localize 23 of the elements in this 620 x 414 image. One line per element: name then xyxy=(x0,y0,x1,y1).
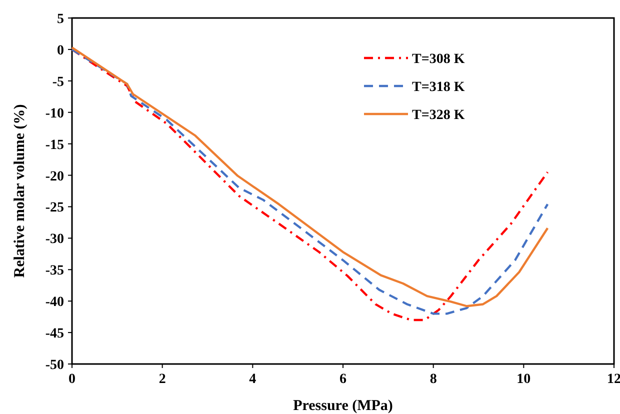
x-tick-label: 4 xyxy=(249,372,256,387)
x-axis-title: Pressure (MPa) xyxy=(293,398,393,414)
x-tick-label: 0 xyxy=(68,372,76,387)
legend-label: T=318 K xyxy=(412,80,465,95)
y-tick-label: 5 xyxy=(57,12,64,27)
x-tick-label: 10 xyxy=(516,372,531,387)
y-tick-label: -50 xyxy=(45,358,64,373)
y-tick-label: -20 xyxy=(45,169,64,184)
legend-label: T=328 K xyxy=(412,108,465,123)
x-tick-label: 2 xyxy=(158,372,166,387)
x-tick-label: 6 xyxy=(340,372,346,387)
y-tick-label: -15 xyxy=(45,138,64,153)
y-tick-label: -25 xyxy=(45,200,64,216)
y-tick-label: -30 xyxy=(45,232,64,248)
y-tick-label: -10 xyxy=(45,106,64,122)
x-tick-label: 8 xyxy=(430,372,437,387)
legend-label: T=308 K xyxy=(412,52,465,67)
y-tick-label: 0 xyxy=(57,43,64,58)
y-tick-label: -5 xyxy=(52,74,64,90)
y-tick-label: -40 xyxy=(45,295,64,310)
y-axis-title: Relative molar volume (%) xyxy=(12,104,28,278)
y-tick-label: -45 xyxy=(45,326,64,342)
y-tick-label: -35 xyxy=(45,264,64,279)
